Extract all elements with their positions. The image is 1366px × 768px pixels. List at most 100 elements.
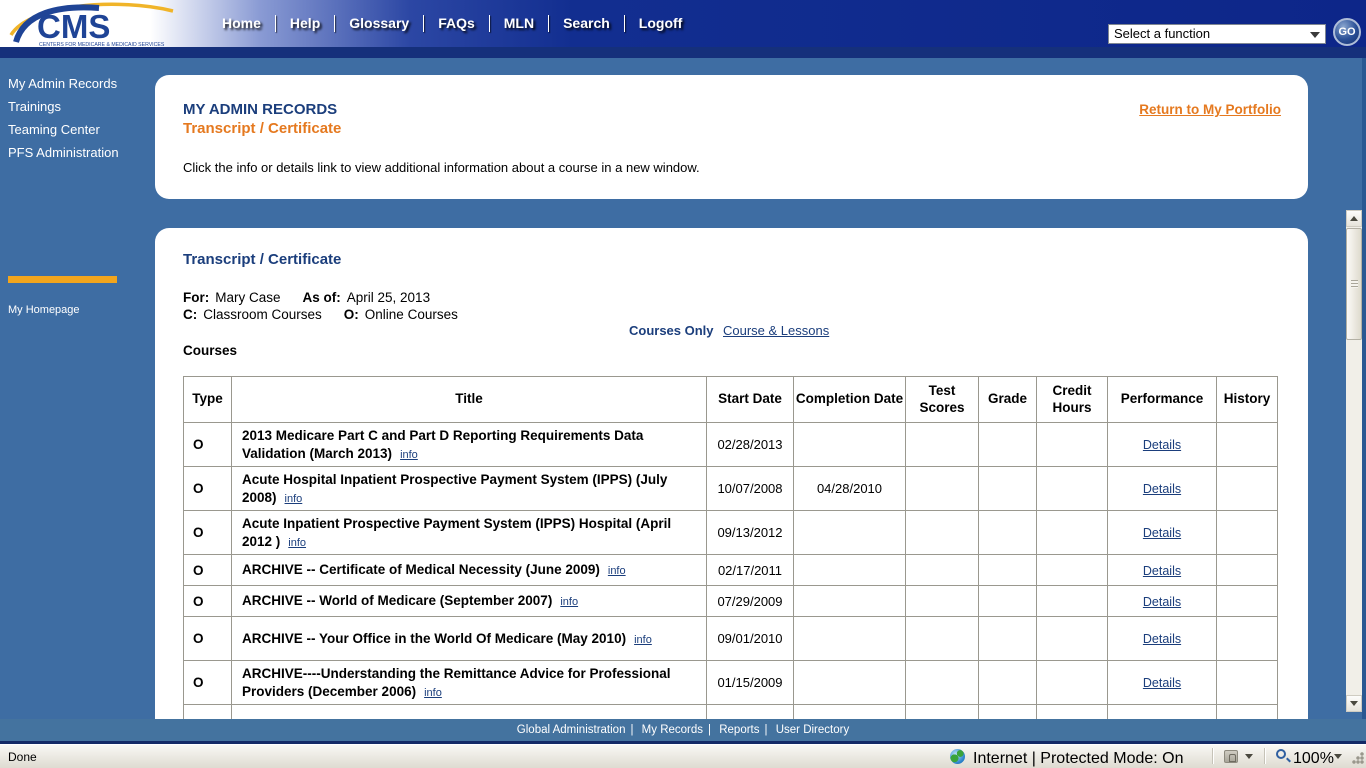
transcript-title: Transcript / Certificate (183, 251, 342, 268)
course-type (183, 704, 232, 719)
credit-hours (1036, 422, 1108, 467)
cms-logo[interactable]: CMS CENTERS FOR MEDICARE & MEDICAID SERV… (3, 1, 198, 47)
browser-status-bar: Done (0, 744, 1366, 768)
performance-cell: Details (1107, 554, 1217, 586)
zoom-level[interactable]: 100% (1293, 750, 1334, 767)
col-history: History (1216, 376, 1278, 423)
details-link[interactable]: Details (1142, 594, 1182, 609)
test-scores (905, 616, 979, 661)
course-type: O (183, 660, 232, 705)
credit-hours (1036, 510, 1108, 555)
nav-mln[interactable]: MLN (503, 15, 535, 31)
details-link[interactable]: Details (1142, 438, 1182, 452)
view-course-and-lessons-link[interactable]: Course & Lessons (723, 323, 830, 338)
start-date: 09/01/2010 (706, 616, 794, 661)
footer-separator: | (764, 724, 768, 736)
scroll-up-button[interactable] (1346, 210, 1362, 227)
details-link[interactable]: Details (1142, 632, 1182, 646)
top-navigation-bar: CMS CENTERS FOR MEDICARE & MEDICAID SERV… (0, 0, 1366, 47)
course-type: O (183, 466, 232, 511)
view-courses-only[interactable]: Courses Only (629, 323, 714, 338)
nav-help[interactable]: Help (289, 15, 321, 31)
footer-my-records[interactable]: My Records (641, 724, 704, 736)
nav-logoff[interactable]: Logoff (638, 15, 683, 31)
test-scores (905, 422, 979, 467)
completion-date (793, 616, 906, 661)
grade (978, 510, 1037, 555)
nav-home[interactable]: Home (222, 15, 261, 31)
for-value: Mary Case (215, 290, 281, 305)
footer-separator: | (708, 724, 712, 736)
asof-value: April 25, 2013 (346, 290, 431, 305)
table-row: O ARCHIVE -- Certificate of Medical Nece… (183, 554, 1278, 586)
course-type: O (183, 510, 232, 555)
performance-cell: Details (1107, 510, 1217, 555)
details-link[interactable]: Details (1142, 563, 1182, 578)
footer-separator: | (630, 724, 634, 736)
nav-faqs[interactable]: FAQs (438, 15, 475, 31)
nav-separator (274, 14, 276, 32)
history (1216, 704, 1278, 719)
info-link[interactable]: info (284, 492, 303, 505)
sidebar-item-my-homepage[interactable]: My Homepage (8, 304, 80, 316)
performance-cell: Details (1107, 616, 1217, 661)
zoom-magnifier-icon[interactable] (1276, 749, 1286, 759)
function-select[interactable]: Select a function (1108, 24, 1326, 44)
test-scores (905, 704, 979, 719)
details-link[interactable]: Details (1142, 676, 1182, 690)
course-title-cell: ARCHIVE -- World of Medicare (September … (231, 585, 707, 617)
table-row: O ARCHIVE -- World of Medicare (Septembe… (183, 585, 1278, 617)
footer-reports[interactable]: Reports (719, 724, 760, 736)
scroll-up-icon (1350, 216, 1358, 221)
status-text: Done (8, 750, 37, 764)
info-link[interactable]: info (634, 633, 652, 646)
details-link[interactable]: Details (1142, 526, 1182, 540)
table-row: O ARCHIVE -- Your Office in the World Of… (183, 616, 1278, 661)
scroll-down-button[interactable] (1346, 695, 1362, 712)
course-type: O (183, 422, 232, 467)
security-report-icon[interactable] (1224, 750, 1238, 763)
course-type: O (183, 616, 232, 661)
logo-subtext: CENTERS FOR MEDICARE & MEDICAID SERVICES (39, 42, 165, 47)
footer-link-bar: Global Administration | My Records | Repor… (0, 719, 1366, 741)
sidebar-item-trainings[interactable]: Trainings (8, 99, 61, 114)
info-link[interactable]: info (400, 448, 418, 461)
asof-label: As of: (302, 290, 341, 305)
info-link[interactable]: info (424, 686, 442, 699)
classroom-key-value: Classroom Courses (203, 307, 322, 322)
info-link[interactable]: info (560, 596, 579, 609)
col-completion-date: Completion Date (793, 376, 906, 423)
zoom-dropdown-icon[interactable] (1334, 754, 1342, 759)
return-to-portfolio-link[interactable]: Return to My Portfolio (1139, 102, 1281, 117)
sidebar-item-teaming-center[interactable]: Teaming Center (8, 122, 100, 137)
scrollbar-thumb[interactable] (1346, 228, 1362, 340)
resize-grip[interactable] (1352, 752, 1364, 764)
grade (978, 704, 1037, 719)
nav-search[interactable]: Search (563, 15, 610, 31)
info-link[interactable]: info (288, 536, 307, 549)
footer-user-directory[interactable]: User Directory (775, 724, 850, 736)
history (1216, 510, 1278, 555)
details-link[interactable]: Details (1142, 482, 1182, 496)
table-row: O Acute Inpatient Prospective Payment Sy… (183, 510, 1278, 555)
start-date: 10/07/2008 (706, 466, 794, 511)
nav-glossary[interactable]: Glossary (349, 15, 410, 31)
go-button[interactable]: GO (1333, 18, 1361, 46)
page-title: MY ADMIN RECORDS (183, 101, 338, 118)
security-dropdown-icon[interactable] (1245, 754, 1253, 759)
sidebar-item-pfs-administration[interactable]: PFS Administration (8, 145, 119, 160)
courses-heading: Courses (183, 343, 238, 358)
col-type: Type (183, 376, 232, 423)
nav-separator (623, 14, 625, 32)
footer-global-administration[interactable]: Global Administration (516, 724, 626, 736)
vertical-scrollbar[interactable] (1346, 210, 1362, 712)
nav-separator (423, 14, 425, 32)
courses-table: Type Title Start Date Completion Date Te… (183, 376, 1278, 719)
start-date: 09/13/2012 (706, 510, 794, 555)
credit-hours (1036, 660, 1108, 705)
info-link[interactable]: info (607, 565, 626, 578)
zone-label: Internet | Protected Mode: On (973, 750, 1184, 767)
sidebar-item-my-admin-records[interactable]: My Admin Records (8, 76, 118, 91)
transcript-panel: Transcript / Certificate For: Mary Case As… (155, 228, 1308, 719)
logo-blue-swoosh (13, 4, 100, 43)
